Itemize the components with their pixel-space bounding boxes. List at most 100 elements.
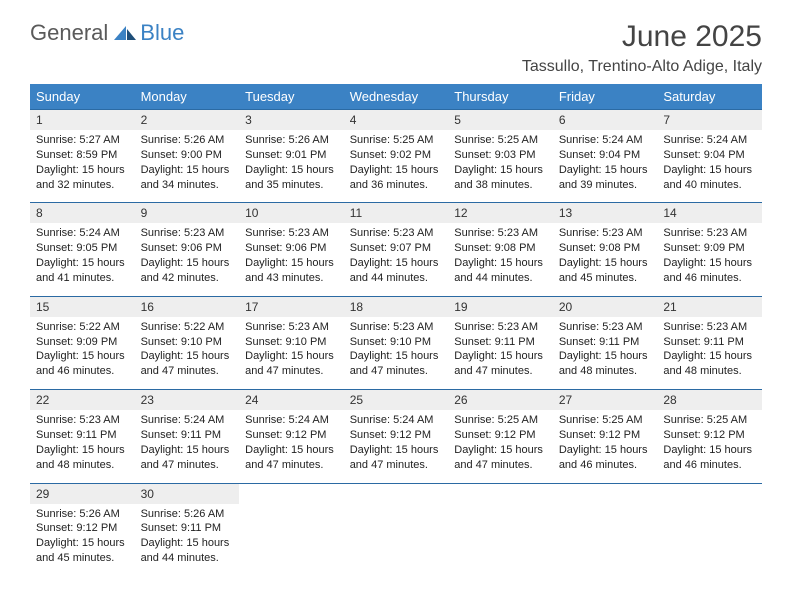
day-day1: Daylight: 15 hours — [350, 163, 443, 178]
day-sunset: Sunset: 9:09 PM — [663, 241, 756, 256]
day-sunset: Sunset: 9:01 PM — [245, 148, 338, 163]
day-detail-cell: Sunrise: 5:23 AMSunset: 9:11 PMDaylight:… — [30, 410, 135, 483]
day-day2: and 47 minutes. — [245, 364, 338, 379]
week-detail-row: Sunrise: 5:24 AMSunset: 9:05 PM Daylight:… — [30, 223, 762, 296]
day-sunrise: Sunrise: 5:24 AM — [36, 226, 129, 241]
day-sunset: Sunset: 9:11 PM — [36, 428, 129, 443]
day-detail-cell: Sunrise: 5:25 AMSunset: 9:12 PMDaylight:… — [448, 410, 553, 483]
day-sunrise: Sunrise: 5:25 AM — [663, 413, 756, 428]
day-sunset: Sunset: 9:11 PM — [141, 521, 234, 536]
day-number-cell: 4 — [344, 110, 449, 131]
day-day2: and 41 minutes. — [36, 271, 129, 286]
day-sunrise: Sunrise: 5:23 AM — [245, 320, 338, 335]
day-detail-cell: Sunrise: 5:23 AMSunset: 9:11 PMDaylight:… — [553, 317, 658, 390]
week-number-row: 22232425262728 — [30, 390, 762, 411]
day-sunrise: Sunrise: 5:24 AM — [141, 413, 234, 428]
day-day1: Daylight: 15 hours — [663, 256, 756, 271]
day-detail-cell: Sunrise: 5:25 AMSunset: 9:02 PMDaylight:… — [344, 130, 449, 203]
weekday-header: Tuesday — [239, 84, 344, 110]
day-day2: and 45 minutes. — [36, 551, 129, 566]
day-day2: and 47 minutes. — [350, 364, 443, 379]
day-sunrise: Sunrise: 5:23 AM — [141, 226, 234, 241]
day-number-cell: 19 — [448, 296, 553, 317]
day-day2: and 48 minutes. — [559, 364, 652, 379]
day-detail-cell: Sunrise: 5:23 AMSunset: 9:07 PMDaylight:… — [344, 223, 449, 296]
day-detail-cell: Sunrise: 5:25 AMSunset: 9:03 PMDaylight:… — [448, 130, 553, 203]
day-sunrise: Sunrise: 5:25 AM — [454, 413, 547, 428]
day-day2: and 48 minutes. — [36, 458, 129, 473]
day-day1: Daylight: 15 hours — [350, 256, 443, 271]
day-number-cell: 27 — [553, 390, 658, 411]
weekday-header: Thursday — [448, 84, 553, 110]
weekday-header: Saturday — [657, 84, 762, 110]
day-sunset: Sunset: 9:10 PM — [350, 335, 443, 350]
day-sunset: Sunset: 9:12 PM — [245, 428, 338, 443]
day-day1: Daylight: 15 hours — [663, 443, 756, 458]
weekday-header: Monday — [135, 84, 240, 110]
day-sunrise: Sunrise: 5:23 AM — [559, 226, 652, 241]
day-day2: and 34 minutes. — [141, 178, 234, 193]
day-sunset: Sunset: 9:12 PM — [350, 428, 443, 443]
day-day1: Daylight: 15 hours — [36, 163, 129, 178]
day-day1: Daylight: 15 hours — [36, 349, 129, 364]
day-detail-cell: Sunrise: 5:23 AMSunset: 9:06 PMDaylight:… — [135, 223, 240, 296]
day-day1: Daylight: 15 hours — [454, 256, 547, 271]
day-sunset: Sunset: 9:08 PM — [454, 241, 547, 256]
day-sunset: Sunset: 9:03 PM — [454, 148, 547, 163]
day-detail-cell: Sunrise: 5:22 AMSunset: 9:09 PMDaylight:… — [30, 317, 135, 390]
day-detail-cell: Sunrise: 5:25 AMSunset: 9:12 PMDaylight:… — [553, 410, 658, 483]
day-number-cell: 12 — [448, 203, 553, 224]
day-day2: and 45 minutes. — [559, 271, 652, 286]
day-day2: and 44 minutes. — [141, 551, 234, 566]
sail-icon — [112, 24, 138, 42]
day-number-cell: 16 — [135, 296, 240, 317]
weekday-header-row: SundayMondayTuesdayWednesdayThursdayFrid… — [30, 84, 762, 110]
day-detail-cell — [239, 504, 344, 576]
day-sunrise: Sunrise: 5:23 AM — [350, 320, 443, 335]
day-day2: and 47 minutes. — [141, 364, 234, 379]
page-title: June 2025 — [622, 20, 762, 54]
day-number-cell: 26 — [448, 390, 553, 411]
day-sunrise: Sunrise: 5:23 AM — [245, 226, 338, 241]
day-day1: Daylight: 15 hours — [141, 536, 234, 551]
day-number-cell: 15 — [30, 296, 135, 317]
day-number-cell: 1 — [30, 110, 135, 131]
day-sunrise: Sunrise: 5:23 AM — [663, 320, 756, 335]
day-day2: and 47 minutes. — [454, 458, 547, 473]
day-sunrise: Sunrise: 5:24 AM — [559, 133, 652, 148]
day-number-cell: 2 — [135, 110, 240, 131]
day-number-cell: 8 — [30, 203, 135, 224]
day-number-cell: 14 — [657, 203, 762, 224]
day-sunrise: Sunrise: 5:25 AM — [454, 133, 547, 148]
day-number-cell: 9 — [135, 203, 240, 224]
calendar-body: 1234567Sunrise: 5:27 AMSunset: 8:59 PMDa… — [30, 110, 762, 576]
day-sunset: Sunset: 9:08 PM — [559, 241, 652, 256]
day-detail-cell: Sunrise: 5:23 AMSunset: 9:11 PMDaylight:… — [448, 317, 553, 390]
day-day2: and 44 minutes. — [350, 271, 443, 286]
day-sunset: Sunset: 9:09 PM — [36, 335, 129, 350]
day-sunset: Sunset: 8:59 PM — [36, 148, 129, 163]
day-number-cell: 30 — [135, 483, 240, 504]
day-number-cell: 7 — [657, 110, 762, 131]
day-sunrise: Sunrise: 5:25 AM — [559, 413, 652, 428]
day-day1: Daylight: 15 hours — [36, 443, 129, 458]
day-day1: Daylight: 15 hours — [245, 256, 338, 271]
brand-logo: General Blue — [30, 20, 184, 46]
day-detail-cell — [448, 504, 553, 576]
day-detail-cell: Sunrise: 5:24 AMSunset: 9:12 PMDaylight:… — [344, 410, 449, 483]
day-sunset: Sunset: 9:05 PM — [36, 241, 129, 256]
day-detail-cell: Sunrise: 5:24 AMSunset: 9:04 PMDaylight:… — [553, 130, 658, 203]
day-number-cell: 20 — [553, 296, 658, 317]
day-number-cell: 13 — [553, 203, 658, 224]
day-day1: Daylight: 15 hours — [245, 163, 338, 178]
day-detail-cell — [344, 504, 449, 576]
day-detail-cell: Sunrise: 5:23 AMSunset: 9:09 PMDaylight:… — [657, 223, 762, 296]
day-day2: and 47 minutes. — [141, 458, 234, 473]
day-detail-cell: Sunrise: 5:24 AMSunset: 9:04 PMDaylight:… — [657, 130, 762, 203]
day-sunset: Sunset: 9:11 PM — [141, 428, 234, 443]
day-sunset: Sunset: 9:12 PM — [663, 428, 756, 443]
day-number-cell — [448, 483, 553, 504]
calendar-page: General Blue June 2025 Tassullo, Trentin… — [0, 0, 792, 596]
day-sunrise: Sunrise: 5:22 AM — [141, 320, 234, 335]
day-detail-cell: Sunrise: 5:23 AMSunset: 9:10 PMDaylight:… — [239, 317, 344, 390]
